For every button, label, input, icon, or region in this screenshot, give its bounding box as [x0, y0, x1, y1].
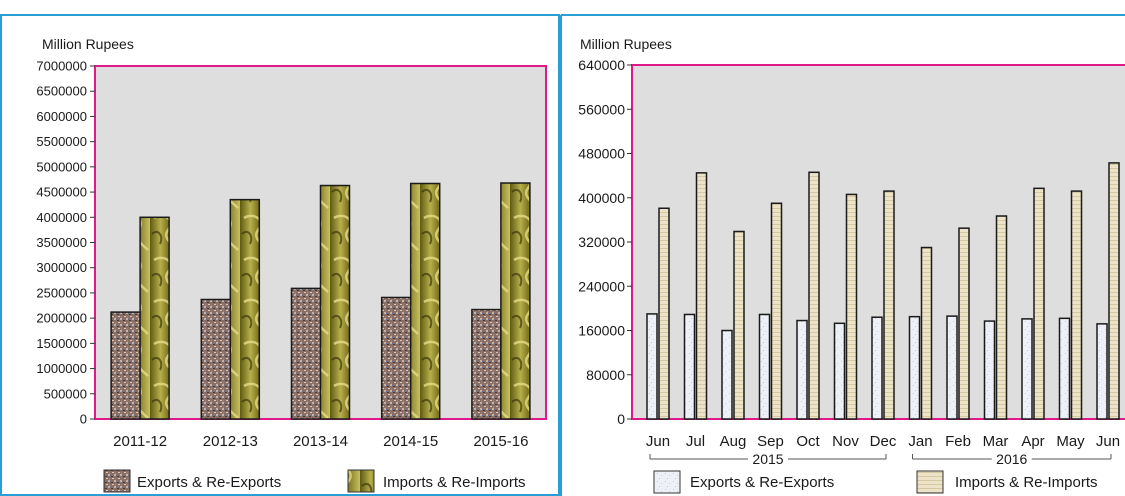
right-legend: Exports & Re-Exports Imports & Re-Import…: [653, 470, 1098, 494]
right-y-tick-label: 640000: [578, 57, 625, 73]
left-x-tick-label: 2012-13: [203, 433, 258, 450]
legend-swatch-exports: [103, 469, 131, 493]
left-x-tick-label: 2015-16: [473, 433, 528, 450]
bar-exports-2014-15: [380, 296, 412, 420]
right-x-tick-label: Apr: [1021, 433, 1044, 450]
right-y-tick-label: 160000: [578, 323, 625, 339]
right-x-tick-label: Oct: [796, 433, 820, 450]
bar-imports-month-7: [920, 246, 933, 420]
legend-swatch-imports-monthly: [916, 470, 944, 494]
bar-imports-2011-12: [139, 216, 170, 420]
legend-label-imports: Imports & Re-Imports: [383, 474, 526, 491]
right-y-axis-label: Million Rupees: [580, 36, 672, 52]
bar-imports-month-1: [695, 172, 708, 420]
bar-imports-month-10: [1033, 187, 1045, 420]
bar-exports-2015-16: [471, 308, 502, 420]
right-x-tick-label: Nov: [832, 433, 859, 450]
bar-exports-2011-12: [110, 311, 141, 420]
bar-imports-month-2: [733, 230, 745, 420]
right-y-tick-label: 560000: [578, 101, 625, 117]
left-y-tick-label: 5500000: [36, 134, 87, 149]
legend-label-exports: Exports & Re-Exports: [137, 474, 281, 491]
right-x-tick-label: Jun: [1096, 433, 1120, 450]
right-x-tick-label: Dec: [870, 433, 897, 450]
left-y-tick-label: 6000000: [36, 109, 87, 124]
right-x-tick-label: Jul: [686, 433, 705, 450]
right-y-tick-label: 320000: [578, 234, 625, 250]
bar-exports-2012-13: [200, 298, 232, 420]
year-group-label: 2015: [752, 451, 783, 467]
left-y-tick-label: 3500000: [36, 235, 87, 250]
left-y-axis-label: Million Rupees: [42, 36, 134, 52]
left-y-tick-label: 6500000: [36, 84, 87, 99]
bar-exports-month-12: [1096, 323, 1108, 420]
bar-imports-month-3: [770, 202, 783, 420]
right-y-tick-label: 400000: [578, 190, 625, 206]
right-x-tick-label: Feb: [945, 433, 971, 450]
bar-exports-month-5: [833, 322, 846, 420]
bar-imports-month-8: [958, 227, 970, 420]
bar-imports-month-12: [1108, 162, 1120, 420]
left-y-tick-label: 4500000: [36, 185, 87, 200]
right-x-tick-label: Jun: [646, 433, 670, 450]
left-y-tick-label: 4000000: [36, 210, 87, 225]
right-x-tick-label: Mar: [983, 433, 1009, 450]
right-x-tick-label: Sep: [757, 433, 784, 450]
left-x-tick-label: 2013-14: [293, 433, 348, 450]
left-y-tick-label: 0: [80, 412, 87, 427]
left-y-tick-label: 1500000: [36, 336, 87, 351]
left-y-tick-label: 500000: [44, 386, 87, 401]
bar-imports-2013-14: [319, 184, 351, 420]
right-y-tick-label: 240000: [578, 278, 625, 294]
bar-exports-month-7: [908, 315, 921, 420]
left-y-tick-label: 2500000: [36, 285, 87, 300]
left-y-tick-label: 7000000: [36, 59, 87, 74]
left-y-tick-label: 3000000: [36, 260, 87, 275]
left-x-tick-label: 2014-15: [383, 433, 438, 450]
left-panel-frame: [0, 14, 560, 496]
right-x-tick-label: Jan: [908, 433, 932, 450]
legend-label-exports-monthly: Exports & Re-Exports: [690, 474, 834, 491]
bar-imports-2015-16: [500, 182, 531, 420]
bar-imports-2014-15: [409, 182, 441, 420]
legend-swatch-exports-monthly: [653, 470, 681, 494]
bar-exports-month-9: [983, 320, 996, 420]
left-y-tick-label: 1000000: [36, 361, 87, 376]
bar-exports-month-10: [1021, 318, 1033, 420]
bar-imports-month-11: [1070, 190, 1083, 420]
left-x-tick-label: 2011-12: [113, 433, 167, 450]
left-y-tick-label: 2000000: [36, 311, 87, 326]
right-x-tick-label: May: [1056, 433, 1085, 450]
right-y-tick-label: 480000: [578, 146, 625, 162]
bar-exports-month-8: [946, 315, 958, 420]
bar-imports-month-4: [808, 171, 820, 420]
bar-imports-month-5: [845, 193, 858, 420]
monthly-trade-chart: Million Rupees 640000 560000 480000 400000 3…: [578, 36, 1125, 494]
left-legend: Exports & Re-Exports Imports & Re-Import…: [103, 469, 526, 493]
bar-exports-month-11: [1058, 317, 1071, 420]
bar-exports-month-4: [796, 319, 808, 420]
legend-label-imports-monthly: Imports & Re-Imports: [955, 474, 1098, 491]
bar-imports-month-6: [883, 190, 895, 420]
bar-exports-month-6: [871, 316, 883, 420]
bar-imports-month-0: [658, 207, 670, 420]
left-y-tick-label: 5000000: [36, 159, 87, 174]
bar-exports-month-2: [721, 329, 733, 420]
legend-swatch-imports: [347, 469, 375, 493]
right-y-tick-label: 80000: [586, 367, 625, 383]
bar-exports-month-0: [646, 313, 658, 420]
bar-imports-month-9: [995, 215, 1008, 420]
right-y-tick-label: 0: [617, 411, 625, 427]
right-x-tick-label: Aug: [720, 433, 747, 450]
bar-exports-2013-14: [290, 287, 322, 420]
bar-imports-2012-13: [229, 198, 261, 420]
annual-trade-chart: Million Rupees 7000000 6500000 6000000 5500…: [36, 36, 547, 493]
bar-exports-month-3: [758, 313, 771, 420]
bar-exports-month-1: [683, 313, 696, 420]
year-group-label: 2016: [996, 451, 1027, 467]
